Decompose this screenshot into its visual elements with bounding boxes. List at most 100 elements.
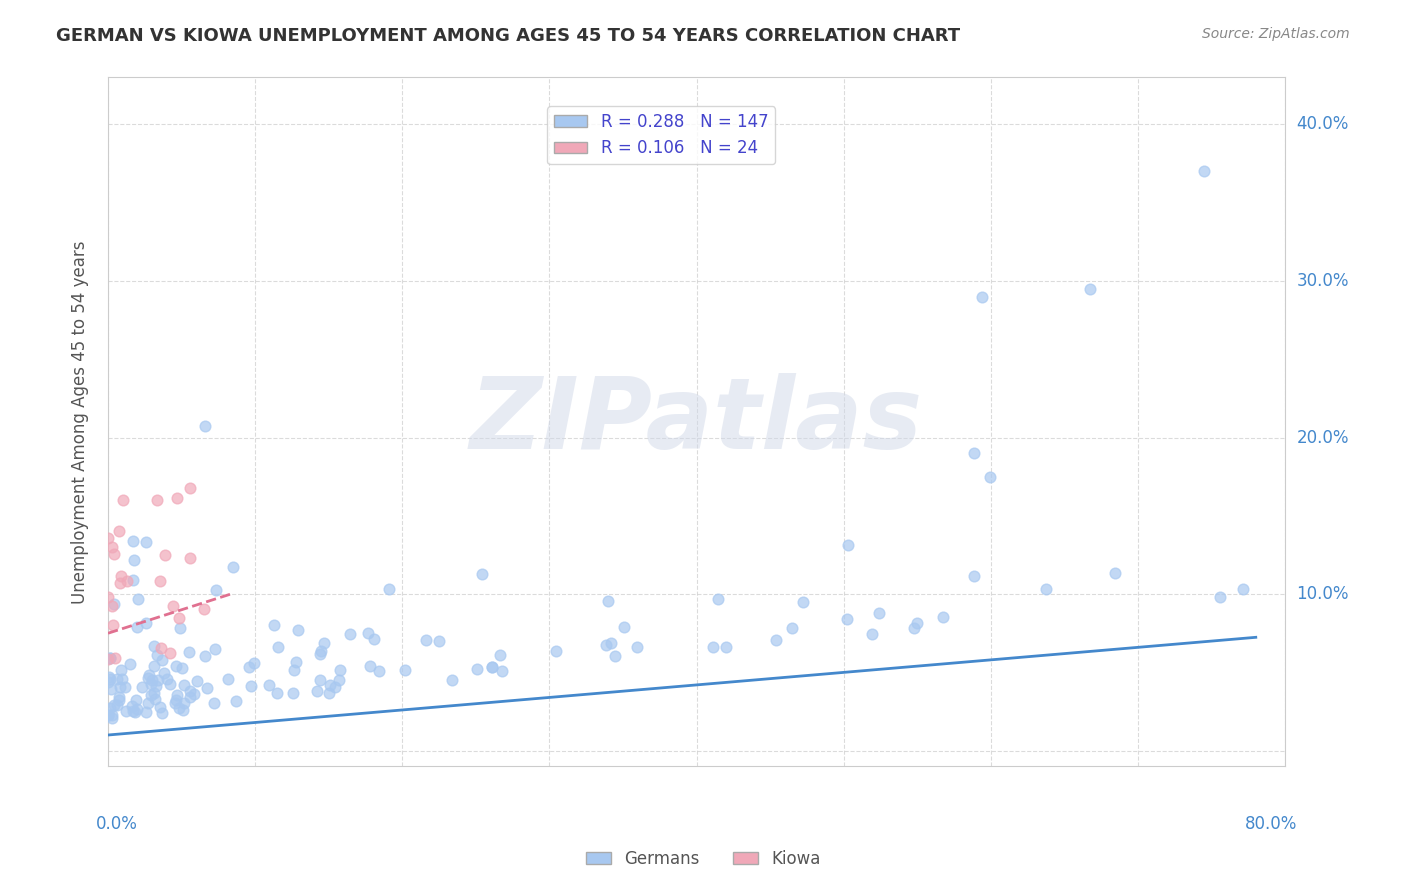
- Point: [97, 531, 120, 545]
- Point: [136, 671, 159, 685]
- Point: [394, 663, 416, 677]
- Point: [145, 679, 167, 693]
- Point: [595, 638, 617, 652]
- Point: [101, 540, 124, 554]
- Point: [1035, 582, 1057, 596]
- Text: 10.0%: 10.0%: [1296, 585, 1348, 603]
- Point: [150, 706, 173, 720]
- Point: [238, 659, 260, 673]
- Point: [707, 591, 730, 606]
- Point: [312, 636, 335, 650]
- Point: [339, 627, 361, 641]
- Point: [835, 612, 858, 626]
- Point: [103, 598, 125, 612]
- Point: [716, 640, 738, 654]
- Point: [415, 633, 437, 648]
- Text: 20.0%: 20.0%: [1296, 428, 1348, 447]
- Point: [186, 674, 208, 689]
- Point: [159, 646, 181, 660]
- Point: [142, 639, 165, 653]
- Point: [177, 645, 200, 659]
- Point: [135, 705, 157, 719]
- Point: [281, 686, 304, 700]
- Point: [970, 290, 993, 304]
- Point: [163, 696, 186, 710]
- Point: [427, 634, 450, 648]
- Point: [167, 611, 190, 625]
- Point: [626, 640, 648, 654]
- Point: [305, 684, 328, 698]
- Point: [979, 469, 1001, 483]
- Point: [127, 592, 149, 607]
- Point: [138, 668, 160, 682]
- Point: [932, 610, 955, 624]
- Point: [166, 491, 188, 506]
- Point: [143, 692, 166, 706]
- Text: 80.0%: 80.0%: [1244, 814, 1296, 832]
- Point: [600, 636, 623, 650]
- Point: [166, 659, 188, 673]
- Text: 40.0%: 40.0%: [1296, 115, 1348, 134]
- Point: [166, 689, 188, 703]
- Point: [101, 711, 124, 725]
- Point: [98, 651, 121, 665]
- Point: [309, 673, 332, 687]
- Point: [107, 690, 129, 704]
- Point: [328, 673, 350, 688]
- Legend: Germans, Kiowa: Germans, Kiowa: [579, 844, 827, 875]
- Point: [309, 644, 332, 658]
- Point: [110, 569, 132, 583]
- Point: [596, 593, 619, 607]
- Point: [111, 493, 134, 508]
- Point: [152, 653, 174, 667]
- Point: [489, 648, 512, 662]
- Point: [146, 673, 169, 687]
- Point: [1209, 591, 1232, 605]
- Point: [98, 670, 121, 684]
- Point: [285, 655, 308, 669]
- Point: [146, 648, 169, 662]
- Point: [179, 481, 201, 495]
- Point: [603, 649, 626, 664]
- Point: [101, 599, 124, 613]
- Point: [217, 672, 239, 686]
- Point: [183, 687, 205, 701]
- Point: [963, 446, 986, 460]
- Text: Source: ZipAtlas.com: Source: ZipAtlas.com: [1202, 27, 1350, 41]
- Point: [194, 418, 217, 433]
- Point: [1078, 282, 1101, 296]
- Point: [378, 582, 401, 596]
- Point: [287, 624, 309, 638]
- Point: [125, 693, 148, 707]
- Point: [613, 620, 636, 634]
- Point: [97, 674, 120, 689]
- Point: [259, 678, 281, 692]
- Point: [122, 704, 145, 718]
- Point: [240, 679, 263, 693]
- Point: [1232, 582, 1254, 596]
- Point: [121, 534, 143, 549]
- Point: [363, 632, 385, 647]
- Y-axis label: Unemployment Among Ages 45 to 54 years: Unemployment Among Ages 45 to 54 years: [72, 240, 89, 604]
- Point: [121, 698, 143, 713]
- Point: [481, 660, 503, 674]
- Point: [765, 633, 787, 648]
- Point: [221, 559, 243, 574]
- Point: [780, 621, 803, 635]
- Text: ZIPatlas: ZIPatlas: [470, 374, 924, 470]
- Point: [702, 640, 724, 654]
- Point: [167, 700, 190, 714]
- Point: [546, 644, 568, 658]
- Point: [156, 673, 179, 687]
- Point: [110, 680, 132, 694]
- Point: [165, 693, 187, 707]
- Text: 0.0%: 0.0%: [96, 814, 138, 832]
- Point: [194, 648, 217, 663]
- Point: [963, 569, 986, 583]
- Point: [903, 621, 925, 635]
- Point: [145, 492, 167, 507]
- Point: [97, 652, 120, 666]
- Point: [868, 606, 890, 620]
- Point: [127, 702, 149, 716]
- Point: [204, 642, 226, 657]
